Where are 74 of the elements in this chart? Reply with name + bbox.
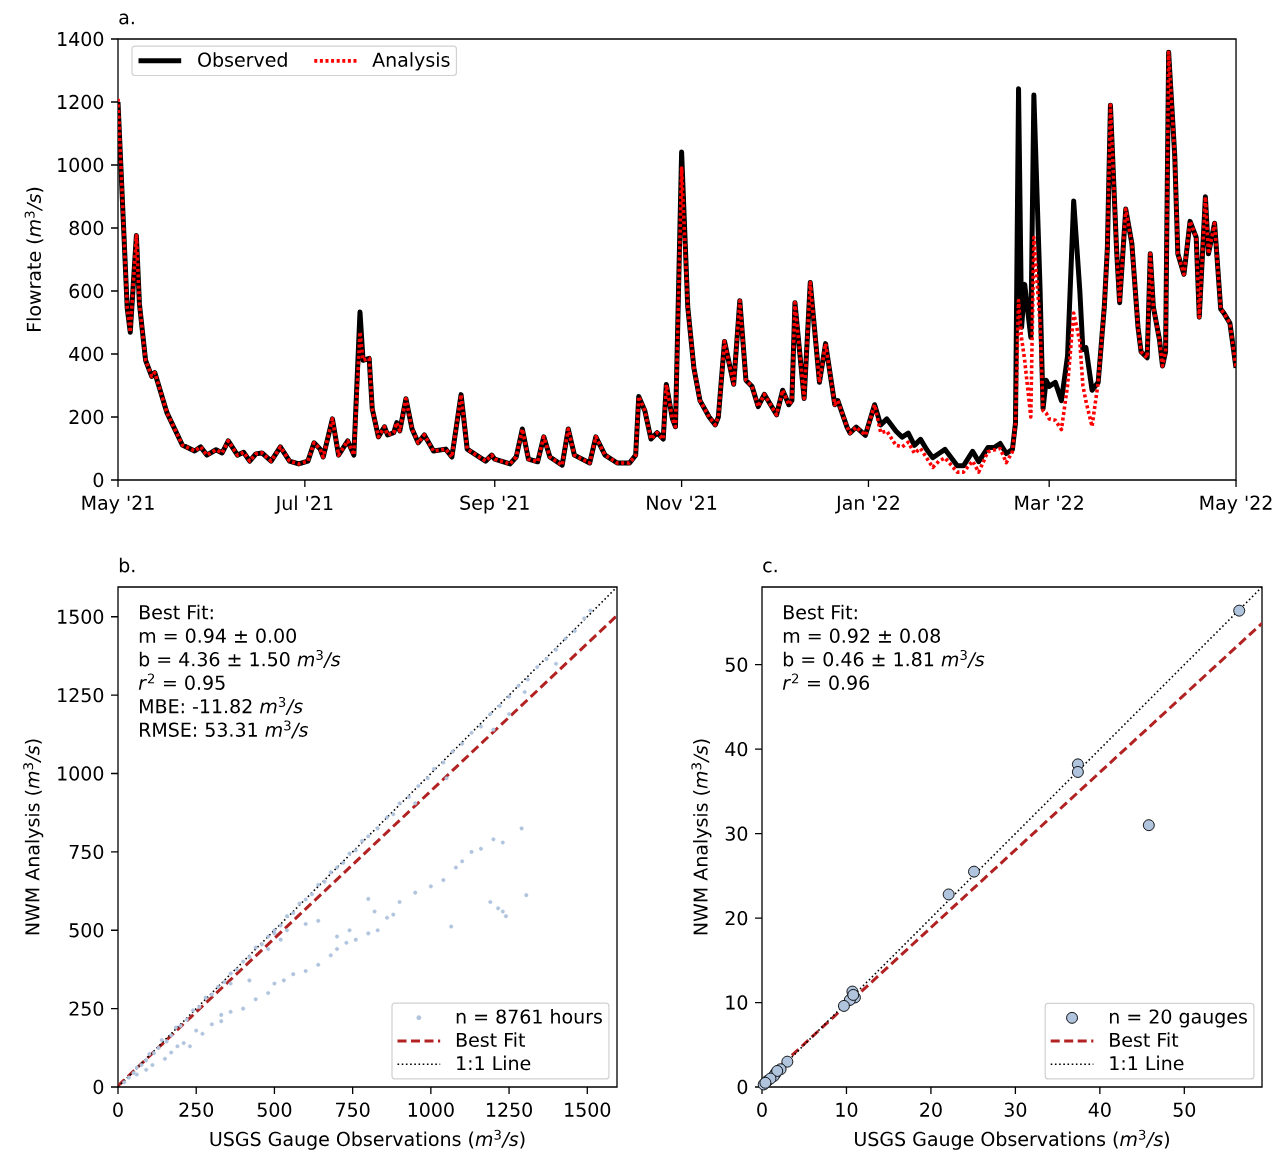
x-tick-label: Jan '22: [835, 495, 899, 514]
legend-label: Best Fit: [1110, 1032, 1179, 1048]
y-tick-label: 750: [69, 844, 104, 860]
x-tick-label: 20: [920, 1102, 942, 1117]
annotation: Best Fit:: [784, 604, 857, 620]
chart-title: c.: [763, 561, 777, 573]
y-axis-title: NWM Analysis (m$^{3}$/s): [691, 739, 712, 935]
x-tick-label: 1250: [486, 1102, 532, 1117]
legend-label: 1:1 Line: [1110, 1055, 1184, 1071]
y-tick-label: 0: [93, 1079, 104, 1095]
chart-title: a.: [119, 13, 134, 25]
y-tick-label: 1000: [58, 157, 104, 173]
y-tick-label: 40: [725, 741, 748, 757]
annotation: r$^{2}$ = 0.95: [138, 673, 225, 690]
y-tick-label: 10: [726, 995, 748, 1010]
x-tick-label: 0: [757, 1102, 767, 1117]
x-tick-label: 10: [836, 1102, 858, 1117]
point: [837, 999, 850, 1012]
y-tick-label: 0: [93, 472, 104, 488]
x-tick-label: 30: [1004, 1102, 1027, 1117]
x-axis-title: USGS Gauge Observations (m$^{3}$/s): [210, 1129, 525, 1150]
y-tick-label: 1200: [58, 94, 104, 110]
y-tick-label: 1400: [58, 31, 104, 47]
point: [1233, 604, 1246, 617]
x-tick-label: 750: [336, 1102, 370, 1117]
x-tick-label: Sep '21: [460, 495, 529, 514]
annotation: MBE: -11.82 m$^{3}$/s: [140, 697, 303, 715]
y-tick-label: 1000: [58, 766, 104, 781]
annotation: b = 4.36 ± 1.50 m$^{3}$/s: [139, 650, 341, 668]
y-tick-label: 50: [725, 657, 748, 672]
legend-label: Best Fit: [456, 1032, 526, 1048]
y-tick-label: 800: [69, 220, 104, 236]
x-tick-label: 1500: [565, 1102, 611, 1117]
y-tick-label: 200: [69, 409, 104, 425]
point: [968, 865, 980, 878]
x-tick-label: Nov '21: [647, 495, 717, 510]
legend-label: 1:1 Line: [457, 1055, 531, 1071]
legend-label: Analysis: [372, 52, 450, 71]
x-tick-label: 1000: [408, 1102, 454, 1117]
y-tick-label: 30: [725, 826, 748, 841]
y-tick-label: 0: [737, 1079, 748, 1095]
annotation: RMSE: 53.31 m$^{3}$/s: [140, 720, 309, 739]
x-tick-label: 0: [113, 1102, 123, 1117]
x-axis-title: USGS Gauge Observations (m$^{3}$/s): [855, 1129, 1169, 1150]
y-axis-title: NWM Analysis (m$^{3}$/s): [23, 739, 44, 935]
x-tick-label: May '22: [1200, 495, 1272, 514]
x-tick-label: 250: [179, 1102, 214, 1117]
annotation: m = 0.92 ± 0.08: [783, 628, 940, 643]
x-tick-label: 40: [1088, 1102, 1111, 1117]
x-tick-label: Jul '21: [274, 495, 333, 514]
point: [1142, 819, 1155, 832]
annotation: Best Fit:: [140, 604, 213, 620]
y-tick-label: 600: [69, 283, 104, 299]
x-tick-label: 50: [1173, 1102, 1196, 1117]
annotation: r$^{2}$ = 0.96: [782, 673, 870, 690]
x-tick-label: 500: [257, 1102, 292, 1117]
chart-title: b.: [119, 557, 135, 573]
x-tick-label: Mar '22: [1015, 495, 1083, 510]
point: [1071, 766, 1084, 778]
legend-label: Observed: [198, 52, 287, 67]
y-tick-label: 400: [69, 346, 104, 362]
y-tick-label: 1250: [58, 687, 104, 703]
y-tick-label: 250: [69, 1001, 104, 1016]
y-tick-label: 20: [725, 910, 748, 926]
y-tick-label: 1500: [58, 609, 104, 624]
x-tick-label: May '21: [82, 495, 154, 514]
point: [942, 888, 955, 901]
y-axis-title: Flowrate (m$^{3}$/s): [24, 187, 44, 331]
legend-label: n = 8761 hours: [456, 1009, 602, 1024]
point: [781, 1055, 794, 1068]
y-tick-label: 500: [69, 923, 104, 938]
legend-label: n = 20 gauges: [1109, 1009, 1247, 1028]
annotation: b = 0.46 ± 1.81 m$^{3}$/s: [783, 650, 985, 668]
annotation: m = 0.94 ± 0.00: [139, 628, 296, 643]
